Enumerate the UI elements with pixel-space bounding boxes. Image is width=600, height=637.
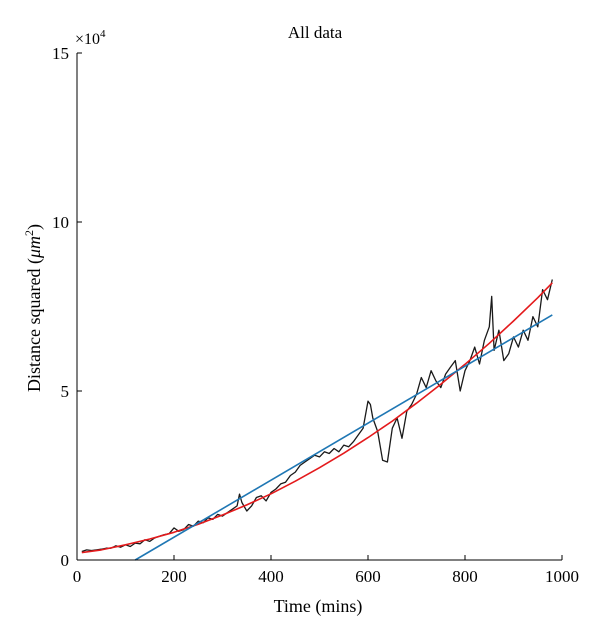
quadratic-fit-line (81, 282, 553, 554)
y-label-prefix: Distance squared ( (24, 258, 45, 392)
x-tick-label: 0 (73, 567, 82, 586)
x-tick-label: 800 (452, 567, 478, 586)
x-ticks: 0 200 400 600 800 1000 (73, 555, 579, 586)
y-tick-label: 0 (61, 551, 70, 570)
y-tick-label: 5 (61, 382, 70, 401)
y-multiplier-exp: 4 (100, 28, 106, 40)
y-multiplier-base: ×10 (75, 31, 100, 48)
x-tick-label: 200 (161, 567, 187, 586)
y-ticks: 0 5 10 15 (52, 44, 82, 570)
x-tick-label: 600 (355, 567, 381, 586)
y-tick-label: 15 (52, 44, 69, 63)
y-multiplier: ×104 (75, 28, 106, 48)
measured-data-line (81, 279, 553, 553)
y-label-unit: μm (24, 236, 44, 259)
x-tick-label: 1000 (545, 567, 579, 586)
x-tick-label: 400 (258, 567, 284, 586)
chart-title: All data (288, 23, 343, 42)
y-label-suffix: ) (24, 224, 45, 230)
plot-area (81, 279, 553, 561)
y-tick-label: 10 (52, 213, 69, 232)
linear-fit-line (134, 314, 553, 561)
y-axis-label: Distance squared (μm2) (22, 224, 45, 392)
x-axis-label: Time (mins) (274, 596, 363, 617)
y-label-exp: 2 (22, 230, 36, 236)
